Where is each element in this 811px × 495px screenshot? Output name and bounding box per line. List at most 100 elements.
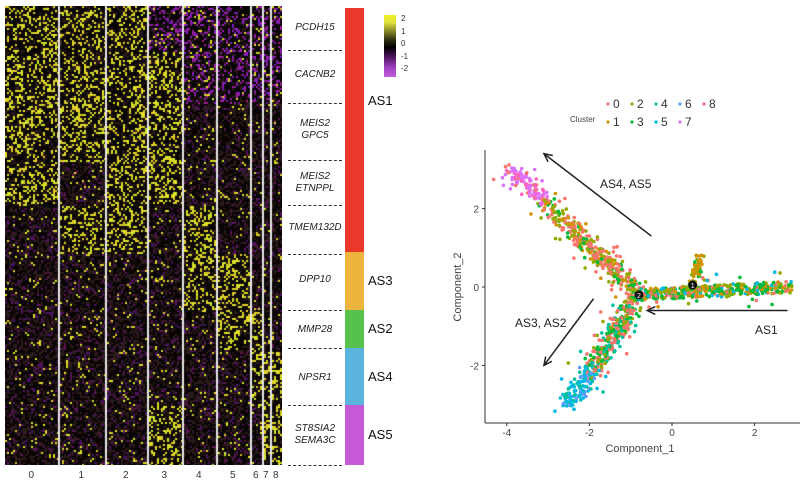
cell-point [592, 355, 596, 360]
cell-point [584, 394, 588, 399]
cell-point [601, 358, 605, 362]
cell-point [591, 253, 596, 257]
cell-point [671, 296, 676, 301]
cell-point [604, 249, 609, 254]
gene-label: NPSR1 [282, 372, 348, 384]
cell-point [573, 229, 578, 233]
cell-point [592, 333, 597, 338]
cell-point [540, 179, 544, 183]
cell-point [611, 271, 616, 275]
cell-point [693, 260, 697, 264]
cell-point [625, 314, 629, 319]
group-bar-as2 [345, 310, 364, 348]
cell-point [588, 353, 593, 358]
cell-point [598, 373, 603, 378]
cluster-column-label: 5 [230, 470, 236, 481]
cell-point [561, 212, 566, 216]
cell-point [772, 270, 777, 275]
group-label: AS2 [368, 321, 393, 336]
cell-point [553, 409, 557, 414]
cell-point [624, 284, 629, 288]
cell-point [614, 321, 619, 326]
legend-label: 2 [637, 97, 644, 111]
cell-point [572, 407, 576, 412]
cell-point [529, 212, 533, 216]
cell-point [694, 299, 699, 303]
cell-point [582, 255, 587, 260]
group-bar-as1 [345, 8, 364, 252]
cell-point [619, 316, 624, 320]
cell-point [681, 295, 685, 299]
cell-point [610, 340, 614, 345]
cell-point [618, 344, 622, 349]
gene-label: DPP10 [282, 274, 348, 286]
legend-swatch [654, 120, 658, 124]
cell-point [741, 282, 746, 287]
cell-point [563, 196, 567, 201]
gene-name: ETNPPL [295, 183, 335, 194]
cell-point [724, 290, 729, 294]
cell-point [572, 256, 576, 260]
cell-point [631, 295, 636, 300]
color-scale-tick: 0 [401, 39, 406, 48]
cell-point [557, 219, 561, 223]
cluster-column-label: 6 [253, 470, 259, 481]
cell-point [704, 289, 708, 294]
cell-point [536, 195, 540, 200]
cell-point [552, 210, 556, 215]
color-scale-legend [384, 15, 396, 77]
cell-point [582, 372, 586, 377]
legend-label: 1 [613, 115, 620, 129]
cluster-column-label: 4 [196, 470, 202, 481]
cell-point [589, 371, 593, 376]
cell-point [724, 283, 729, 288]
legend-label: 0 [613, 97, 620, 111]
cell-point [611, 303, 615, 308]
cell-point [645, 290, 650, 295]
cell-point [595, 260, 600, 265]
cell-point [611, 280, 615, 285]
cell-point [624, 320, 628, 324]
cell-point [689, 272, 694, 277]
legend-swatch [630, 102, 634, 106]
cell-point [739, 289, 744, 294]
cell-point [598, 249, 602, 254]
cell-point [578, 241, 583, 246]
cell-point [649, 291, 654, 296]
cell-point [635, 301, 639, 306]
cell-point [533, 188, 538, 192]
x-tick-label: 0 [669, 428, 675, 439]
cell-point [528, 183, 533, 188]
cell-point [622, 278, 626, 283]
cell-point [575, 243, 579, 248]
x-tick-label: -2 [585, 428, 594, 439]
cell-point [558, 237, 562, 242]
cell-point [695, 291, 699, 296]
cell-point [599, 350, 603, 355]
cell-point [685, 286, 690, 291]
cell-point [700, 276, 705, 280]
cell-point [752, 285, 757, 289]
cell-point [572, 393, 577, 397]
cell-point [577, 365, 582, 370]
cell-point [501, 183, 506, 188]
branch-point-label: 2 [637, 293, 641, 300]
cell-point [607, 258, 611, 263]
cell-point [765, 287, 770, 292]
cell-point [781, 286, 785, 290]
cell-point [693, 268, 698, 272]
cell-point [614, 266, 619, 271]
cell-point [790, 284, 794, 289]
gene-label: PCDH15 [282, 22, 348, 34]
cell-point [700, 294, 705, 298]
cell-point [557, 223, 561, 228]
legend-label: 7 [685, 115, 692, 129]
cell-point [754, 292, 759, 297]
cell-point [646, 294, 651, 298]
cell-point [587, 363, 592, 367]
cell-point [696, 272, 701, 276]
cell-point [629, 299, 634, 304]
gene-label: MEIS2 ETNPPL [282, 171, 348, 195]
cell-point [586, 379, 590, 384]
